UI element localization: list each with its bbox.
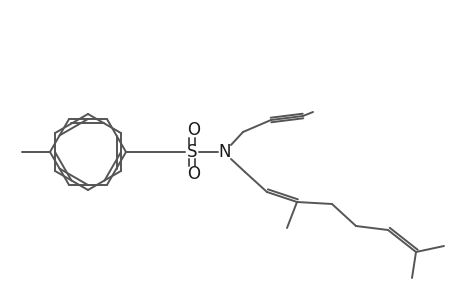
Text: N: N bbox=[218, 143, 231, 161]
Text: S: S bbox=[186, 143, 197, 161]
Text: O: O bbox=[187, 121, 200, 139]
Text: O: O bbox=[187, 165, 200, 183]
